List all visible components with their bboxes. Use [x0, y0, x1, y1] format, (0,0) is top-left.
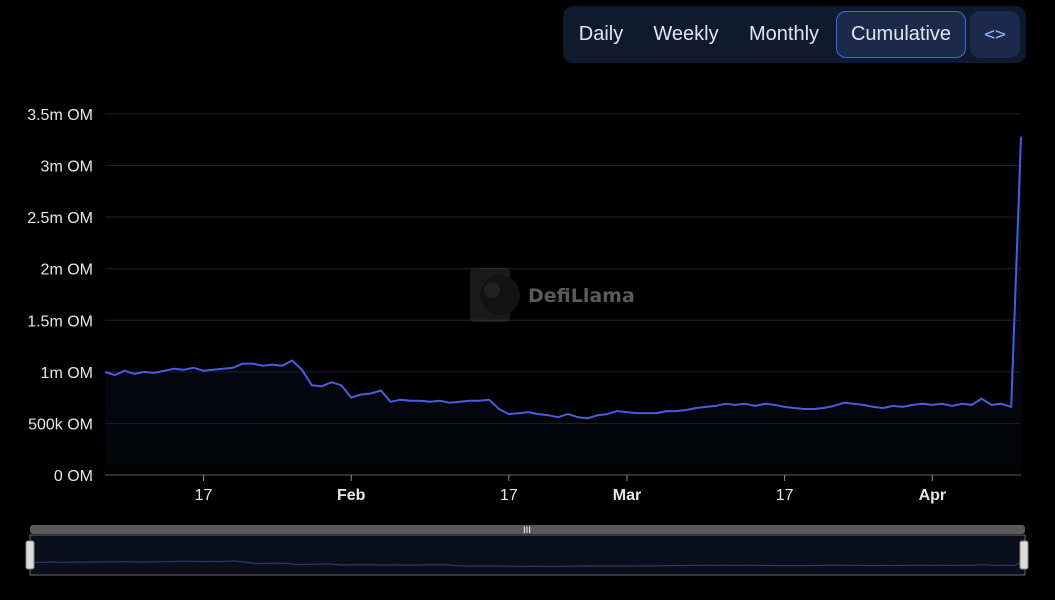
- series-layer: [104, 136, 1022, 475]
- tab-cumulative[interactable]: Cumulative: [836, 11, 966, 58]
- chart-mode-toggle: Daily Weekly Monthly Cumulative <>: [563, 6, 1026, 63]
- zoom-slider-grip-icon[interactable]: III: [523, 526, 531, 536]
- y-tick-label: 0 OM: [54, 468, 93, 485]
- zoom-slider-right-handle[interactable]: [1019, 540, 1029, 570]
- x-tick-label: Apr: [919, 487, 947, 504]
- x-tick-label: 17: [195, 487, 213, 504]
- x-axis: 17 Feb 17 Mar 17 Apr: [105, 474, 1021, 504]
- y-tick-label: 1m OM: [41, 365, 93, 382]
- x-tick-label: 17: [776, 487, 794, 504]
- tab-daily[interactable]: Daily: [578, 23, 624, 45]
- zoom-slider-window[interactable]: [29, 534, 1026, 576]
- zoom-slider[interactable]: III: [25, 525, 1029, 576]
- x-tick-label: Mar: [613, 487, 641, 504]
- series-line: [104, 136, 1022, 420]
- series-area: [105, 136, 1021, 475]
- y-tick-label: 3m OM: [41, 159, 93, 176]
- zoom-slider-left-handle[interactable]: [25, 540, 35, 570]
- y-tick-label: 2.5m OM: [27, 210, 93, 227]
- watermark-text: DefiLlama: [528, 285, 635, 307]
- y-tick-label: 500k OM: [28, 416, 93, 433]
- watermark: DefiLlama: [470, 268, 635, 322]
- zoom-slider-preview-line: [29, 559, 1026, 568]
- tab-monthly[interactable]: Monthly: [748, 23, 820, 45]
- y-tick-label: 1.5m OM: [27, 313, 93, 330]
- llama-logo-icon: [470, 268, 520, 322]
- y-axis-labels: 0 OM 500k OM 1m OM 1.5m OM 2m OM 2.5m OM 3m OM…: [27, 107, 93, 485]
- y-tick-label: 2m OM: [41, 262, 93, 279]
- tab-weekly[interactable]: Weekly: [653, 23, 719, 45]
- x-tick-label: 17: [500, 487, 518, 504]
- embed-code-button[interactable]: <>: [970, 11, 1020, 58]
- x-tick-label: Feb: [337, 487, 366, 504]
- y-tick-label: 3.5m OM: [27, 107, 93, 124]
- zoom-slider-track[interactable]: [30, 525, 1025, 534]
